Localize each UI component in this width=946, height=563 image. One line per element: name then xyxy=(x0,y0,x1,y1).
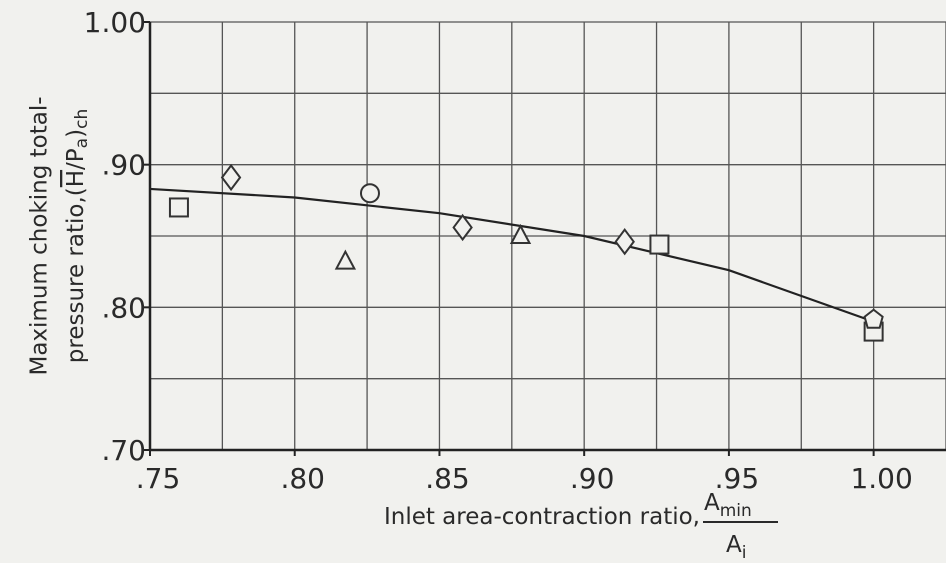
y-tick-label: .80 xyxy=(101,291,146,324)
y-tick-label: .90 xyxy=(101,149,146,182)
y-axis-label: pressure ratio,(H/Pa)ch xyxy=(63,109,93,363)
y-axis-label: Maximum choking total- xyxy=(27,96,53,375)
x-tick-label: .95 xyxy=(715,462,760,495)
y-axis-label-part: ch xyxy=(72,109,92,129)
data-point xyxy=(863,308,884,329)
data-point xyxy=(649,234,670,255)
x-tick-label: .85 xyxy=(425,462,470,495)
data-point xyxy=(509,223,532,244)
y-axis-label-part: H xyxy=(63,170,89,187)
fit-curve xyxy=(149,187,875,323)
grid: .70 .80 .90 1.00 .75 .80 .85 .90 .95 1.00 xyxy=(84,6,946,495)
x-tick-label: .80 xyxy=(280,462,325,495)
x-axis-label-part: min xyxy=(720,501,752,521)
x-axis-label: Inlet area-contraction ratio, xyxy=(384,504,700,530)
y-axis-label-part: ) xyxy=(63,129,89,138)
data-point xyxy=(220,163,242,192)
data-point xyxy=(359,183,380,204)
y-axis-label-part: a xyxy=(72,138,92,148)
labels: Maximum choking total- pressure ratio,(H… xyxy=(27,96,778,563)
x-tick-label: .75 xyxy=(136,462,181,495)
y-axis-label-part: /P xyxy=(63,148,89,170)
x-axis-label-num: Amin xyxy=(704,490,752,521)
data-point xyxy=(168,197,189,218)
data-point xyxy=(614,228,635,256)
data-point xyxy=(334,249,357,270)
x-axis-label-part: A xyxy=(726,532,742,558)
x-tick-label: .90 xyxy=(570,462,615,495)
x-axis-label-part: i xyxy=(742,543,747,563)
data-point xyxy=(452,213,473,242)
marks xyxy=(149,163,884,342)
y-axis-label-part: pressure ratio,( xyxy=(63,187,89,363)
x-tick-label: 1.00 xyxy=(850,462,912,495)
y-tick-label: 1.00 xyxy=(84,6,146,39)
x-axis-label-den: Ai xyxy=(726,532,746,563)
x-axis-label-part: A xyxy=(704,490,720,516)
y-tick-label: .70 xyxy=(101,434,146,467)
